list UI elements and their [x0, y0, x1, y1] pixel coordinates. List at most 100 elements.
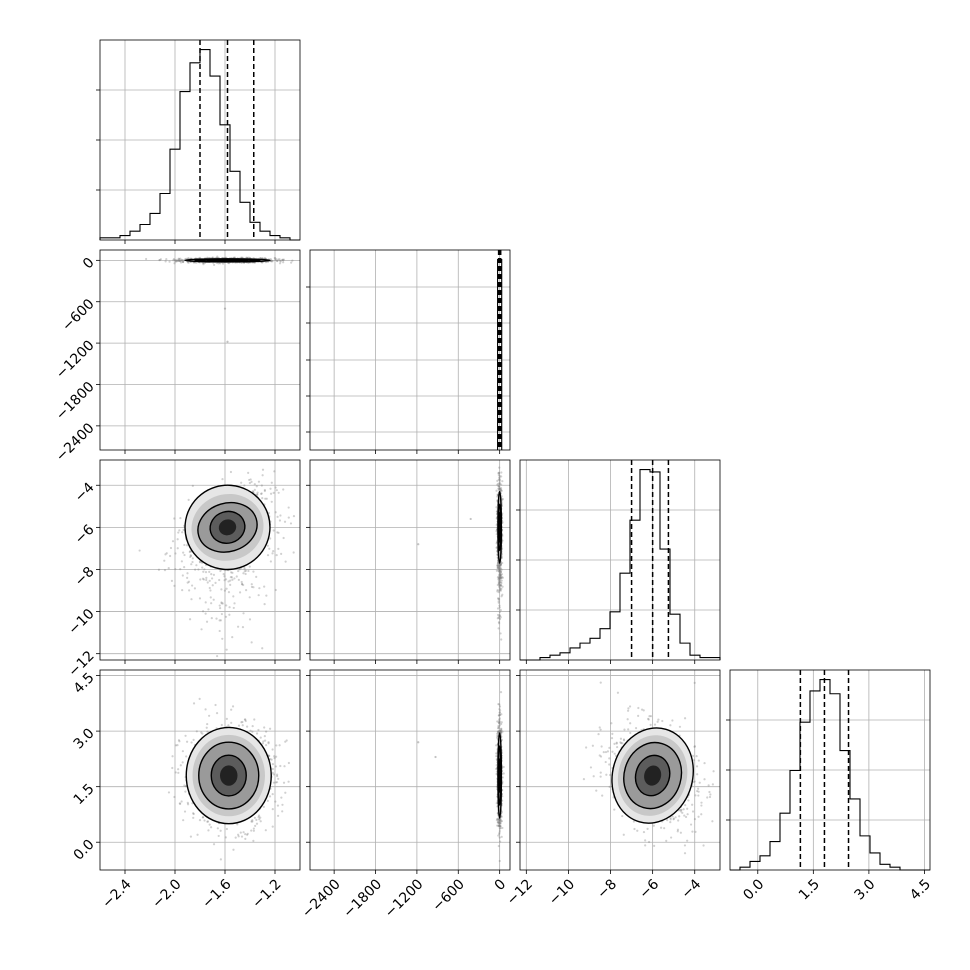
sample-point: [224, 836, 227, 839]
sample-point: [251, 820, 254, 823]
density-fill: [218, 519, 237, 536]
sample-point: [258, 818, 261, 821]
sample-point: [243, 570, 246, 573]
sample-point: [181, 589, 184, 592]
sample-point: [255, 485, 258, 488]
sample-point: [496, 588, 499, 592]
sample-point: [264, 497, 267, 500]
sample-point: [497, 567, 501, 570]
sample-point: [498, 579, 501, 582]
scatter-panel: [96, 669, 301, 874]
sample-point: [176, 547, 179, 550]
sample-point: [261, 474, 264, 477]
sample-point: [700, 813, 703, 816]
sample-point: [201, 816, 205, 819]
sample-point: [498, 829, 501, 833]
sample-point: [498, 832, 501, 836]
sample-point: [243, 484, 246, 487]
sample-point: [599, 728, 602, 731]
sample-point: [171, 540, 175, 543]
sample-point: [498, 572, 502, 575]
sample-point: [206, 581, 209, 584]
sample-point: [497, 489, 501, 492]
sample-point: [204, 708, 207, 711]
sample-point: [178, 260, 182, 263]
sample-point: [219, 829, 222, 832]
scatter-layer: [582, 681, 715, 855]
sample-point: [496, 617, 499, 620]
sample-point: [174, 568, 177, 571]
sample-point: [500, 587, 503, 590]
sample-point: [202, 570, 205, 573]
sample-point: [232, 848, 235, 851]
sample-point: [211, 584, 214, 587]
sample-point: [271, 771, 274, 774]
sample-point: [208, 714, 211, 717]
sample-point: [500, 722, 503, 726]
sample-point: [219, 858, 222, 861]
sample-point: [240, 580, 243, 584]
sample-point: [220, 601, 223, 604]
sample-point: [287, 516, 290, 519]
sample-point: [210, 826, 213, 829]
sample-point: [497, 821, 500, 825]
sample-point: [237, 569, 240, 573]
sample-point: [253, 816, 257, 819]
sample-point: [259, 820, 262, 823]
sample-point: [237, 724, 241, 727]
sample-point: [269, 257, 272, 261]
sample-point: [498, 730, 501, 733]
sample-point: [498, 585, 501, 588]
sample-point: [271, 767, 274, 771]
sample-point: [250, 585, 254, 589]
sample-point: [241, 720, 244, 724]
sample-point: [500, 815, 503, 818]
sample-point: [498, 476, 501, 480]
sample-point: [220, 612, 224, 616]
sample-point: [218, 604, 221, 607]
sample-point: [498, 564, 502, 567]
sample-point: [498, 487, 501, 490]
sample-point: [275, 554, 278, 557]
sample-point: [282, 536, 285, 540]
sample-point: [201, 816, 205, 819]
sample-point: [498, 819, 502, 822]
sample-point: [207, 829, 210, 832]
sample-point: [173, 517, 176, 520]
sample-point: [599, 755, 603, 758]
sample-point: [497, 714, 500, 717]
sample-point: [498, 481, 501, 484]
sample-point: [497, 568, 500, 571]
sample-point: [273, 757, 276, 760]
sample-point: [499, 570, 502, 574]
sample-point: [500, 819, 503, 823]
axes-frame: [99, 459, 301, 661]
sample-point: [259, 736, 262, 739]
sample-point: [183, 784, 186, 787]
sample-point: [496, 566, 499, 570]
sample-point: [242, 583, 245, 587]
sample-point: [212, 598, 215, 601]
sample-point: [177, 768, 180, 771]
sample-point: [497, 597, 500, 600]
sample-point: [176, 744, 179, 747]
sample-point: [186, 803, 190, 806]
sample-point: [281, 803, 284, 806]
sample-point: [278, 258, 281, 261]
sample-point: [599, 775, 602, 778]
sample-point: [210, 572, 213, 576]
sample-point: [501, 730, 504, 733]
sample-point: [280, 796, 283, 799]
sample-point: [250, 480, 253, 483]
sample-point: [501, 826, 504, 830]
sample-point: [184, 790, 187, 793]
sample-point: [499, 691, 503, 694]
sample-point: [290, 261, 293, 264]
sample-point: [496, 493, 499, 496]
sample-point: [498, 836, 501, 839]
sample-point: [179, 764, 182, 767]
sample-point: [275, 489, 278, 492]
scatter-layer: [138, 460, 296, 658]
sample-point: [174, 260, 177, 263]
sample-point: [497, 731, 500, 734]
